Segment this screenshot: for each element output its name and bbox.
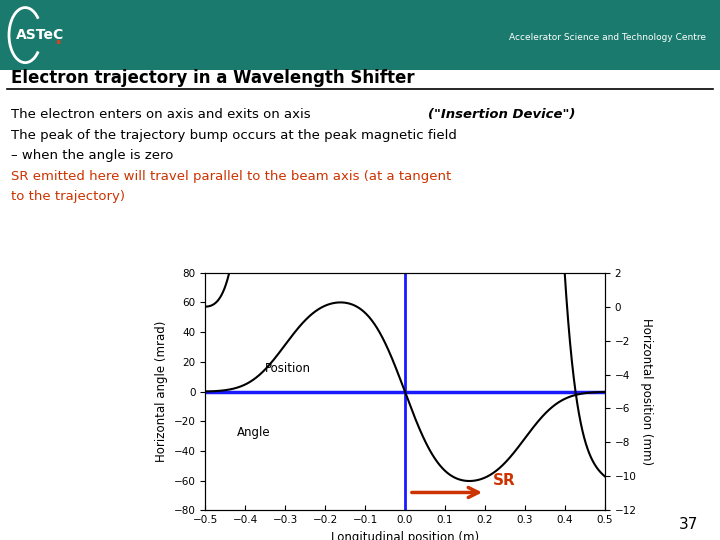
Text: Position: Position [265, 362, 311, 375]
Text: The electron enters on axis and exits on axis: The electron enters on axis and exits on… [11, 108, 315, 121]
Text: – when the angle is zero: – when the angle is zero [11, 149, 174, 162]
Text: Angle: Angle [237, 426, 271, 439]
Text: .: . [55, 29, 63, 49]
Y-axis label: Horizontal position (mm): Horizontal position (mm) [640, 318, 653, 465]
Text: 37: 37 [679, 517, 698, 532]
Text: ("Insertion Device"): ("Insertion Device") [428, 108, 576, 121]
Text: ASTeC: ASTeC [15, 28, 64, 42]
Text: SR emitted here will travel parallel to the beam axis (at a tangent: SR emitted here will travel parallel to … [11, 170, 451, 183]
X-axis label: Longitudinal position (m): Longitudinal position (m) [331, 531, 479, 540]
Text: Electron trajectory in a Wavelength Shifter: Electron trajectory in a Wavelength Shif… [11, 69, 415, 87]
Y-axis label: Horizontal angle (mrad): Horizontal angle (mrad) [155, 321, 168, 462]
Text: to the trajectory): to the trajectory) [11, 190, 125, 203]
Text: SR: SR [493, 473, 516, 488]
Text: Accelerator Science and Technology Centre: Accelerator Science and Technology Centr… [508, 33, 706, 42]
Text: The peak of the trajectory bump occurs at the peak magnetic field: The peak of the trajectory bump occurs a… [11, 129, 456, 141]
